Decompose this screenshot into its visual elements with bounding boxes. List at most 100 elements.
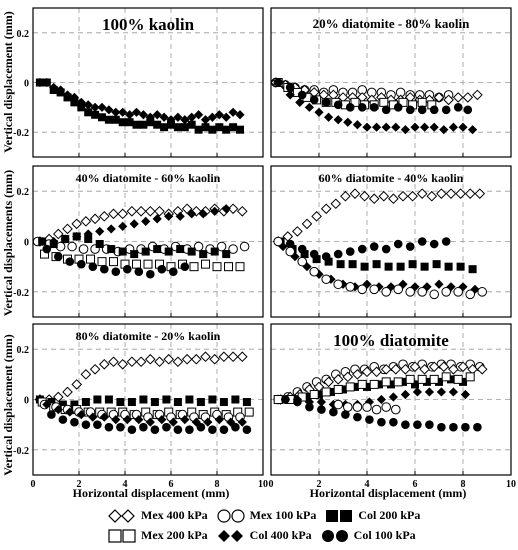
data-point-circle bbox=[111, 267, 121, 277]
data-point-diamond bbox=[111, 107, 121, 117]
data-point-diamond bbox=[209, 353, 221, 365]
x-tick-label: 2 bbox=[77, 479, 82, 490]
x-tick-label: 8 bbox=[215, 479, 220, 490]
data-point-square bbox=[303, 392, 311, 401]
data-point-circle bbox=[273, 236, 284, 247]
data-point-diamond bbox=[83, 100, 93, 110]
data-point-circle bbox=[357, 244, 367, 254]
data-point-square bbox=[315, 390, 323, 399]
data-point-square bbox=[444, 262, 453, 271]
data-point-circle bbox=[305, 402, 314, 412]
data-point-diamond bbox=[108, 356, 119, 368]
data-point-square bbox=[70, 98, 79, 107]
data-point-square bbox=[224, 262, 233, 272]
data-point-square bbox=[300, 250, 309, 259]
data-point-square bbox=[387, 380, 395, 389]
data-point-square bbox=[351, 382, 359, 391]
data-point-square bbox=[381, 377, 391, 387]
data-point-diamond bbox=[126, 205, 138, 217]
data-point-square bbox=[393, 377, 403, 387]
data-point-square bbox=[38, 237, 47, 246]
data-point-diamond bbox=[316, 397, 326, 407]
xlabel-left: Horizontal displacement (mm) bbox=[73, 486, 230, 500]
data-point-circle bbox=[393, 239, 403, 249]
data-point-diamond bbox=[362, 122, 372, 132]
data-point-square bbox=[77, 103, 86, 112]
data-point-diamond bbox=[71, 218, 83, 230]
data-point-square bbox=[199, 250, 208, 259]
y-tick-label: 0.2 bbox=[17, 345, 30, 356]
data-point-diamond bbox=[434, 279, 444, 289]
x-tick-label: 4 bbox=[123, 479, 128, 490]
data-point-diamond bbox=[118, 107, 128, 117]
data-point-square bbox=[201, 123, 210, 132]
data-point-circle bbox=[393, 284, 404, 295]
circle-open-icon bbox=[217, 508, 245, 523]
data-point-diamond bbox=[90, 102, 100, 112]
data-point-circle bbox=[441, 105, 451, 115]
data-point-square bbox=[417, 97, 427, 107]
data-point-circle bbox=[417, 287, 428, 297]
data-point-diamond bbox=[390, 363, 402, 375]
data-point-diamond bbox=[108, 208, 119, 220]
data-point-diamond bbox=[391, 122, 401, 132]
data-point-diamond bbox=[458, 122, 468, 132]
data-point-square bbox=[189, 262, 199, 272]
data-point-diamond bbox=[125, 110, 135, 120]
x-tick-label: 8 bbox=[461, 479, 466, 490]
data-point-diamond bbox=[173, 112, 183, 122]
data-point-diamond bbox=[320, 203, 332, 215]
data-point-square bbox=[321, 387, 331, 397]
legend-label: Col 100 kPa bbox=[353, 528, 416, 542]
data-point-circle bbox=[333, 249, 343, 259]
data-point-diamond bbox=[53, 404, 63, 415]
data-point-circle bbox=[369, 103, 379, 112]
data-point-circle bbox=[78, 244, 89, 254]
data-point-circle bbox=[417, 237, 427, 246]
data-point-circle bbox=[162, 422, 171, 432]
data-point-square bbox=[235, 262, 245, 272]
data-point-circle bbox=[453, 287, 464, 297]
legend-label: Col 200 kPa bbox=[358, 508, 421, 522]
data-point-square bbox=[167, 120, 175, 129]
data-point-circle bbox=[463, 105, 473, 115]
data-point-circle bbox=[405, 242, 415, 251]
data-point-diamond bbox=[462, 92, 474, 103]
data-point-circle bbox=[173, 425, 183, 435]
chart-title: 80% diatomite - 20% kaolin bbox=[76, 329, 221, 343]
series-group bbox=[273, 372, 475, 404]
x-tick-label: 10 bbox=[506, 479, 516, 490]
data-point-diamond bbox=[52, 228, 64, 240]
data-point-square bbox=[185, 395, 194, 404]
data-point-circle bbox=[104, 422, 114, 432]
data-point-square bbox=[146, 118, 155, 127]
data-point-circle bbox=[441, 237, 451, 246]
data-point-diamond bbox=[236, 351, 248, 363]
series-group bbox=[285, 90, 478, 135]
data-point-diamond bbox=[187, 209, 197, 219]
data-point-diamond bbox=[97, 102, 107, 112]
data-point-circle bbox=[437, 422, 446, 432]
chart-title: 60% diatomite - 40% kaolin bbox=[319, 171, 464, 185]
data-point-diamond bbox=[292, 226, 303, 237]
data-point-diamond bbox=[409, 361, 421, 373]
data-point-circle bbox=[81, 420, 91, 429]
data-point-diamond bbox=[400, 125, 410, 135]
series-group bbox=[272, 188, 486, 247]
data-point-diamond bbox=[138, 110, 148, 120]
data-point-diamond bbox=[340, 190, 351, 202]
data-point-circle bbox=[139, 422, 148, 432]
data-point-circle bbox=[228, 244, 238, 254]
data-point-diamond bbox=[314, 107, 324, 117]
chart-title: 100% kaolin bbox=[102, 15, 195, 34]
data-point-diamond bbox=[172, 356, 184, 368]
data-point-square bbox=[173, 123, 182, 132]
data-point-square bbox=[399, 377, 407, 386]
legend: Mex 400 kPa Mex 100 kPa Col 200 kPa Mex … bbox=[108, 506, 438, 550]
data-point-diamond bbox=[368, 193, 380, 205]
data-point-circle bbox=[352, 402, 363, 412]
data-point-diamond bbox=[200, 351, 211, 363]
data-point-circle bbox=[401, 420, 410, 429]
data-point-circle bbox=[285, 83, 295, 92]
data-point-square bbox=[107, 245, 116, 254]
